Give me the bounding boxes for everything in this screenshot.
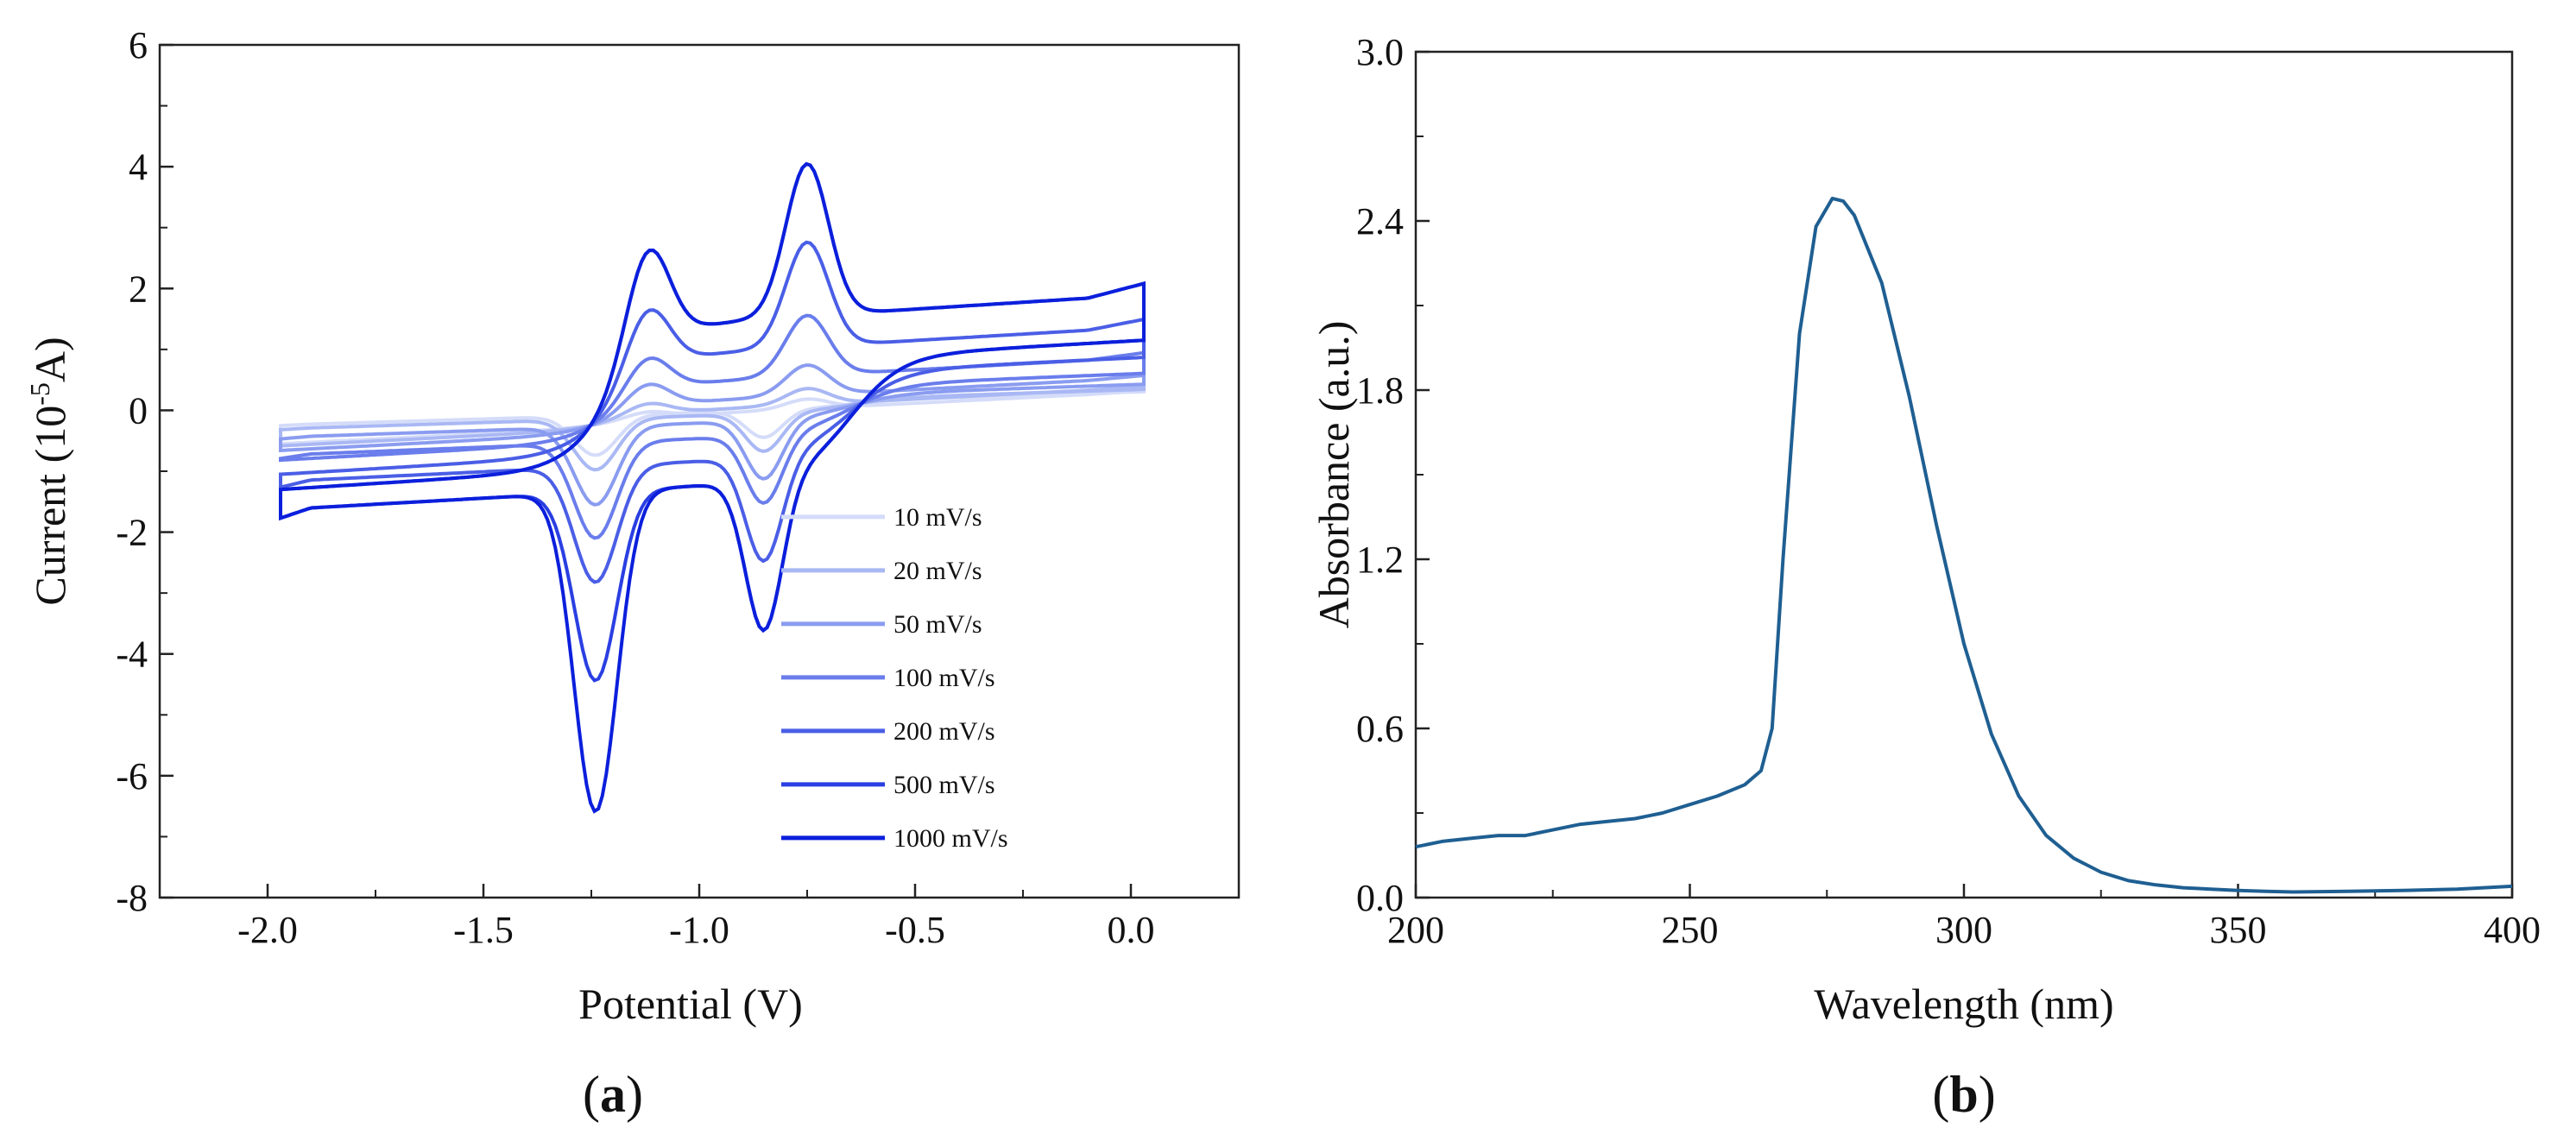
panel-a-x-axis-label: Potential (V) (578, 980, 803, 1028)
panel-b-y-tick-label: 1.8 (1356, 369, 1404, 412)
legend-label: 100 mV/s (893, 664, 995, 692)
legend-label: 10 mV/s (893, 503, 982, 532)
panel-a-y-axis-label: Current (10-5A) (24, 337, 74, 605)
panel-a-x-tick-label: -0.5 (885, 909, 945, 951)
panel-b-x-axis-label: Wavelength (nm) (1814, 980, 2113, 1028)
legend-label: 500 mV/s (893, 771, 995, 799)
panel-b-x-tick-label: 400 (2484, 909, 2541, 951)
panel-a-label: (a) (583, 1066, 643, 1123)
panel-a-y-tick-label: 0 (129, 389, 148, 432)
panel-b-y-tick-label: 2.4 (1356, 200, 1404, 243)
panel-b-y-axis-label: Absorbance (a.u.) (1310, 321, 1358, 629)
legend-label: 1000 mV/s (893, 824, 1008, 853)
panel-a-y-tick-label: 2 (129, 268, 148, 310)
legend-label: 20 mV/s (893, 557, 982, 585)
panel-b-y-tick-label: 1.2 (1356, 539, 1404, 581)
legend-label: 200 mV/s (893, 717, 995, 746)
panel-a-y-tick-label: -6 (116, 755, 148, 797)
cv-curve-100-mV-s (279, 313, 1146, 540)
panel-b-x-tick-label: 250 (1662, 909, 1719, 951)
panel-b-y-tick-label: 0.0 (1356, 877, 1404, 919)
panel-b-x-tick-label: 200 (1387, 909, 1444, 951)
cv-curve-1000-mV-s (279, 161, 1146, 814)
legend-label: 50 mV/s (893, 610, 982, 639)
panel-a-y-tick-label: -8 (116, 877, 148, 919)
panel-a-x-tick-label: -1.0 (669, 909, 729, 951)
panel-b-x-tick-label: 350 (2210, 909, 2267, 951)
panel-b-label: (b) (1932, 1066, 1995, 1123)
panel-b-plot-frame (1414, 50, 2514, 899)
panel-a-y-tick-label: -2 (116, 512, 148, 554)
absorbance-curve (1415, 196, 2513, 894)
cv-curve-50-mV-s (279, 363, 1146, 507)
panel-b-x-tick-label: 300 (1935, 909, 1992, 951)
panel-a-chart: -2.0 -1.5 -1.0 -0.5 0.0 -8 -6 -4 -2 0 2 4 6 10 mV/s 2… (24, 24, 1241, 1123)
panel-a-y-tick-label: 6 (129, 24, 148, 66)
panel-a-y-tick-label: -4 (116, 633, 148, 676)
panel-b-y-tick-label: 0.6 (1356, 708, 1404, 750)
cv-curve-20-mV-s (279, 384, 1146, 472)
panel-a-y-tick-label: 4 (129, 146, 148, 188)
panel-b-chart: 200 250 300 350 400 0.0 0.6 1.2 1.8 2.4 3.0 Wavele… (1310, 31, 2541, 1123)
panel-a-x-tick-label: -1.5 (453, 909, 514, 951)
panel-a-x-tick-label: -2.0 (237, 909, 298, 951)
panel-a-x-tick-label: 0.0 (1108, 909, 1155, 951)
panel-b-y-tick-label: 3.0 (1356, 31, 1404, 73)
cv-curve-200-mV-s (279, 240, 1146, 584)
